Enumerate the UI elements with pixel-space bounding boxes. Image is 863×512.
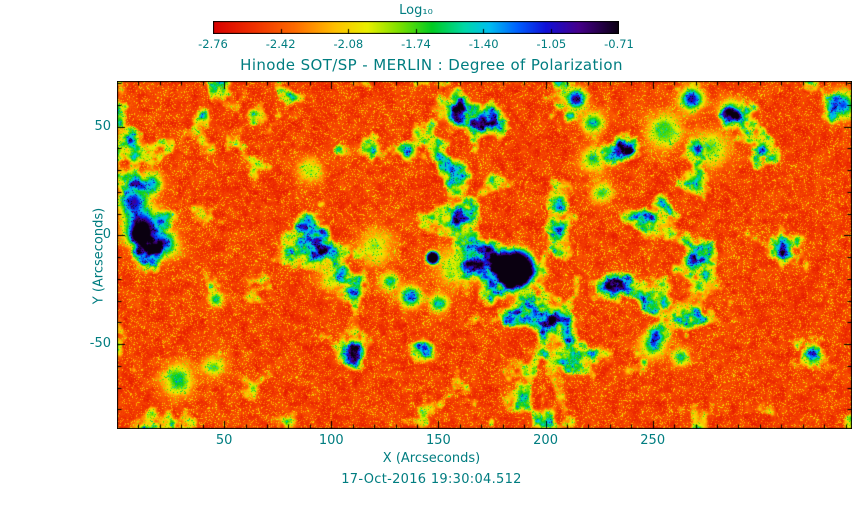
x-tick-label: 200 xyxy=(533,433,558,448)
colorbar-tick-label: -1.40 xyxy=(468,37,499,51)
x-tick-label: 150 xyxy=(426,433,451,448)
y-tick-label: -50 xyxy=(89,336,111,352)
colorbar-tick-label: -2.76 xyxy=(198,37,228,51)
y-tick-label: 0 xyxy=(102,227,111,243)
x-tick-label: 50 xyxy=(215,433,233,448)
polarization-heatmap xyxy=(117,81,852,429)
x-tick-label: 250 xyxy=(640,433,666,448)
colorbar-gradient xyxy=(213,21,619,34)
x-axis-label: X (Arcseconds) xyxy=(382,451,481,466)
x-tick-label: 100 xyxy=(318,433,344,448)
colorbar-tick-label: -0.71 xyxy=(604,37,634,51)
colorbar-tick-label: -2.42 xyxy=(265,37,296,51)
colorbar-tick-label: -1.74 xyxy=(401,37,431,51)
colorbar-title: Log₁₀ xyxy=(399,3,433,18)
timestamp-label: 17-Oct-2016 19:30:04.512 xyxy=(341,472,522,487)
colorbar-tick-label: -1.05 xyxy=(536,37,567,51)
colorbar-tick-labels: -2.76 -2.42 -2.08 -1.74 -1.40 -1.05 -0.71 xyxy=(198,37,634,51)
colorbar-tick-label: -2.08 xyxy=(333,37,364,51)
y-tick-label: 50 xyxy=(94,118,111,134)
y-axis-label: Y (Arcseconds) xyxy=(91,207,107,305)
figure-title: Hinode SOT/SP - MERLIN : Degree of Polar… xyxy=(240,56,623,74)
